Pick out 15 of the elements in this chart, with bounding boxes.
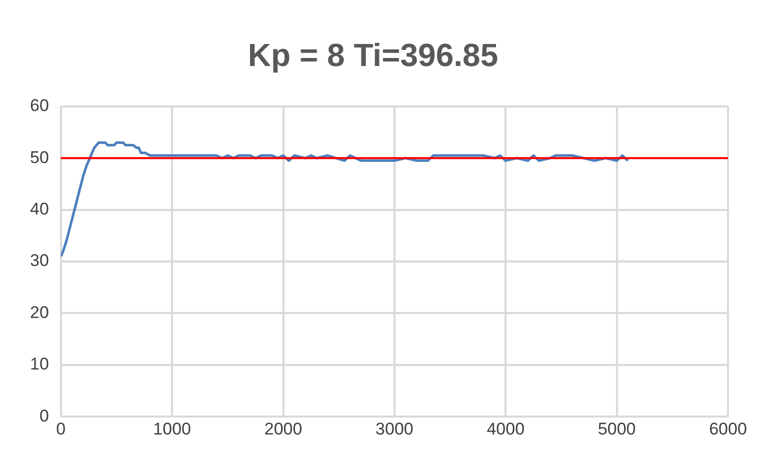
x-tick-label: 1000	[153, 419, 192, 438]
x-tick-label: 6000	[709, 419, 747, 438]
x-tick-label: 5000	[598, 419, 636, 438]
x-tick-label: 2000	[264, 419, 302, 438]
y-tick-label: 60	[30, 96, 49, 116]
y-tick-label: 0	[39, 406, 49, 426]
y-tick-label: 10	[30, 354, 49, 374]
y-tick-label: 50	[30, 148, 49, 167]
x-tick-label: 3000	[376, 419, 414, 438]
y-tick-label: 40	[30, 199, 49, 218]
x-tick-label: 0	[56, 419, 66, 438]
x-tick-label: 4000	[486, 419, 525, 438]
y-tick-label: 20	[30, 302, 49, 322]
y-tick-label: 30	[30, 251, 49, 270]
chart-title: Kp = 8 Ti=396.85	[248, 37, 498, 74]
